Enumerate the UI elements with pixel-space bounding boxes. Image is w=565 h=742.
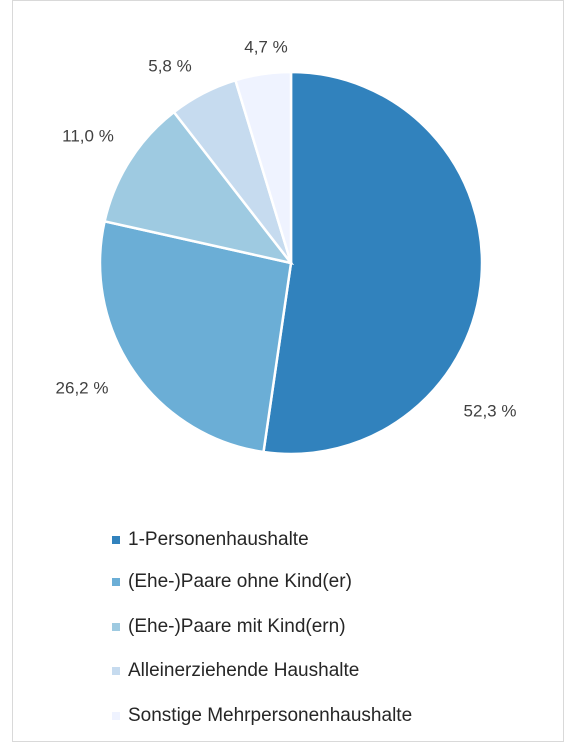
pie-slice: [262, 70, 484, 456]
pie-slice: [98, 219, 293, 454]
data-label: 5,8 %: [148, 56, 191, 75]
legend-label: Alleinerziehende Haushalte: [128, 660, 359, 681]
pie-slice: [103, 110, 295, 265]
pie-slice: [233, 70, 293, 264]
data-label: 52,3 %: [464, 401, 517, 420]
legend-label: (Ehe-)Paare mit Kind(ern): [128, 616, 346, 637]
data-label: 26,2 %: [56, 378, 109, 397]
legend-label: 1-Personenhaushalte: [128, 529, 309, 550]
data-label: 11,0 %: [62, 126, 114, 145]
legend-marker: [112, 536, 120, 544]
legend-marker: [112, 712, 120, 720]
legend-label: Sonstige Mehrpersonenhaushalte: [128, 705, 412, 726]
legend-marker: [112, 667, 120, 675]
legend-marker: [112, 623, 120, 631]
legend-label: (Ehe-)Paare ohne Kind(er): [128, 571, 352, 592]
legend-marker: [112, 578, 120, 586]
data-label: 4,7 %: [244, 37, 287, 56]
